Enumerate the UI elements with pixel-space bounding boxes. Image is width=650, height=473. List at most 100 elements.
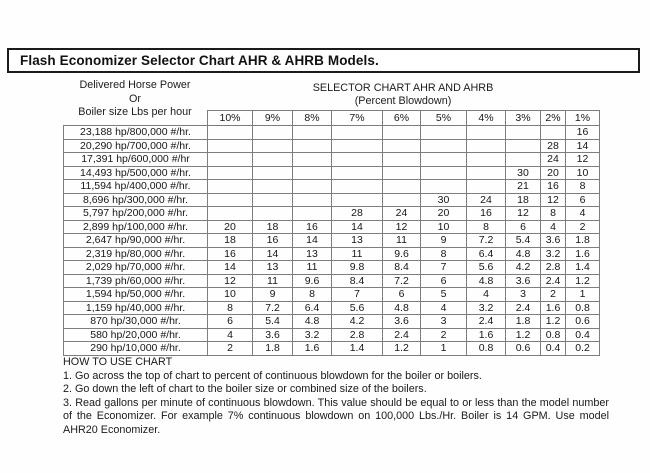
gpm-value-cell (292, 179, 332, 194)
gpm-value-cell: 20 (207, 219, 253, 234)
gpm-value-cell (292, 206, 332, 221)
gpm-value-cell: 18 (252, 219, 293, 234)
table-row: 17,391 hp/600,000 #/hr 24 12 (63, 152, 600, 167)
gpm-value-cell: 18 (207, 233, 253, 248)
gpm-value-cell: 3.2 (540, 246, 566, 261)
gpm-value-cell (420, 138, 467, 153)
gpm-value-cell: 20 (540, 165, 566, 180)
percent-column-header: 5% (420, 110, 467, 126)
gpm-value-cell (420, 152, 467, 167)
gpm-value-cell (252, 192, 293, 207)
boiler-size-label: 2,029 hp/70,000 #/hr. (63, 260, 208, 275)
table-row: 870 hp/30,000 #/hr. 6 5.4 4.8 4.2 3.6 3 2.4 1.8 1… (63, 314, 600, 329)
gpm-value-cell: 14 (331, 219, 383, 234)
gpm-value-cell (292, 165, 332, 180)
gpm-value-cell (331, 138, 383, 153)
gpm-value-cell: 2 (207, 341, 253, 356)
gpm-value-cell: 16 (540, 179, 566, 194)
gpm-value-cell: 10 (207, 287, 253, 302)
boiler-size-label: 290 hp/10,000 #/hr. (63, 341, 208, 356)
how-to-use-step-1: 1. Go across the top of chart to percent… (63, 369, 482, 382)
boiler-size-label: 11,594 hp/400,000 #/hr. (63, 179, 208, 194)
gpm-value-cell: 9 (252, 287, 293, 302)
percent-column-header: 6% (382, 110, 421, 126)
gpm-value-cell: 16 (466, 206, 506, 221)
gpm-value-cell: 5.4 (252, 314, 293, 329)
gpm-value-cell: 9.8 (331, 260, 383, 275)
gpm-value-cell: 24 (540, 152, 566, 167)
gpm-value-cell (331, 152, 383, 167)
gpm-value-cell: 7 (420, 260, 467, 275)
gpm-value-cell: 1.8 (505, 314, 541, 329)
gpm-value-cell: 6.4 (292, 300, 332, 315)
boiler-size-label: 14,493 hp/500,000 #/hr. (63, 165, 208, 180)
table-row: 23,188 hp/800,000 #/hr. 16 (63, 125, 600, 140)
gpm-value-cell (505, 152, 541, 167)
gpm-value-cell: 5.6 (466, 260, 506, 275)
percent-column-header: 4% (466, 110, 506, 126)
gpm-value-cell (420, 179, 467, 194)
gpm-value-cell (420, 125, 467, 140)
selector-chart-title: SELECTOR CHART AHR AND AHRB (312, 82, 494, 94)
percent-column-header: 7% (331, 110, 383, 126)
boiler-size-label: 580 hp/20,000 #/hr. (63, 327, 208, 342)
gpm-value-cell: 8 (207, 300, 253, 315)
gpm-value-cell (252, 165, 293, 180)
gpm-value-cell: 4.2 (331, 314, 383, 329)
gpm-value-cell (505, 125, 541, 140)
row-axis-header: Delivered Horse Power Or Boiler size Lbs… (63, 79, 207, 120)
boiler-size-label: 5,797 hp/200,000 #/hr. (63, 206, 208, 221)
boiler-size-label: 2,319 hp/80,000 #/hr. (63, 246, 208, 261)
gpm-value-cell (292, 152, 332, 167)
gpm-value-cell (252, 206, 293, 221)
gpm-value-cell: 4 (466, 287, 506, 302)
gpm-value-cell: 4 (420, 300, 467, 315)
how-to-use-heading: HOW TO USE CHART (63, 356, 173, 368)
gpm-value-cell: 11 (331, 246, 383, 261)
gpm-value-cell: 1.2 (540, 314, 566, 329)
gpm-value-cell: 1 (420, 341, 467, 356)
gpm-value-cell: 1 (565, 287, 600, 302)
gpm-value-cell: 24 (382, 206, 421, 221)
table-row: 290 hp/10,000 #/hr. 2 1.8 1.6 1.4 1.2 1 0.8 0.6 0… (63, 341, 600, 356)
gpm-value-cell: 2.8 (331, 327, 383, 342)
gpm-value-cell: 6 (505, 219, 541, 234)
gpm-value-cell: 3.6 (540, 233, 566, 248)
gpm-value-cell: 9.6 (382, 246, 421, 261)
gpm-value-cell: 4.8 (382, 300, 421, 315)
gpm-value-cell: 8.4 (382, 260, 421, 275)
gpm-value-cell: 3.6 (505, 273, 541, 288)
gpm-value-cell: 11 (382, 233, 421, 248)
gpm-value-cell: 30 (505, 165, 541, 180)
percent-column-header: 8% (292, 110, 332, 126)
gpm-value-cell (252, 125, 293, 140)
gpm-value-cell: 16 (207, 246, 253, 261)
gpm-value-cell: 1.2 (505, 327, 541, 342)
gpm-value-cell: 3.2 (466, 300, 506, 315)
gpm-value-cell: 16 (292, 219, 332, 234)
table-row: 1,159 hp/40,000 #/hr. 8 7.2 6.4 5.6 4.8 4 3.2 2.… (63, 300, 600, 315)
gpm-value-cell: 6 (382, 287, 421, 302)
gpm-value-cell: 28 (540, 138, 566, 153)
boiler-size-label: 2,647 hp/90,000 #/hr. (63, 233, 208, 248)
left-header-line1: Delivered Horse Power (79, 79, 191, 91)
table-row: 2,899 hp/100,000 #/hr. 20 18 16 14 12 10 8 6 4 2 (63, 219, 600, 234)
gpm-value-cell (466, 138, 506, 153)
gpm-value-cell: 16 (565, 125, 600, 140)
gpm-value-cell (331, 192, 383, 207)
gpm-value-cell: 0.6 (565, 314, 600, 329)
gpm-value-cell: 2 (540, 287, 566, 302)
gpm-value-cell: 3.6 (382, 314, 421, 329)
gpm-value-cell: 20 (420, 206, 467, 221)
table-row: 2,319 hp/80,000 #/hr. 16 14 13 11 9.6 8 6.4 4.8 3… (63, 246, 600, 261)
percent-column-header: 1% (565, 110, 600, 126)
gpm-value-cell: 8.4 (331, 273, 383, 288)
boiler-size-label: 23,188 hp/800,000 #/hr. (63, 125, 208, 140)
gpm-value-cell: 11 (292, 260, 332, 275)
gpm-value-cell (331, 165, 383, 180)
gpm-value-cell: 1.4 (331, 341, 383, 356)
boiler-size-label: 870 hp/30,000 #/hr. (63, 314, 208, 329)
boiler-size-label: 17,391 hp/600,000 #/hr (63, 152, 208, 167)
gpm-value-cell: 13 (252, 260, 293, 275)
